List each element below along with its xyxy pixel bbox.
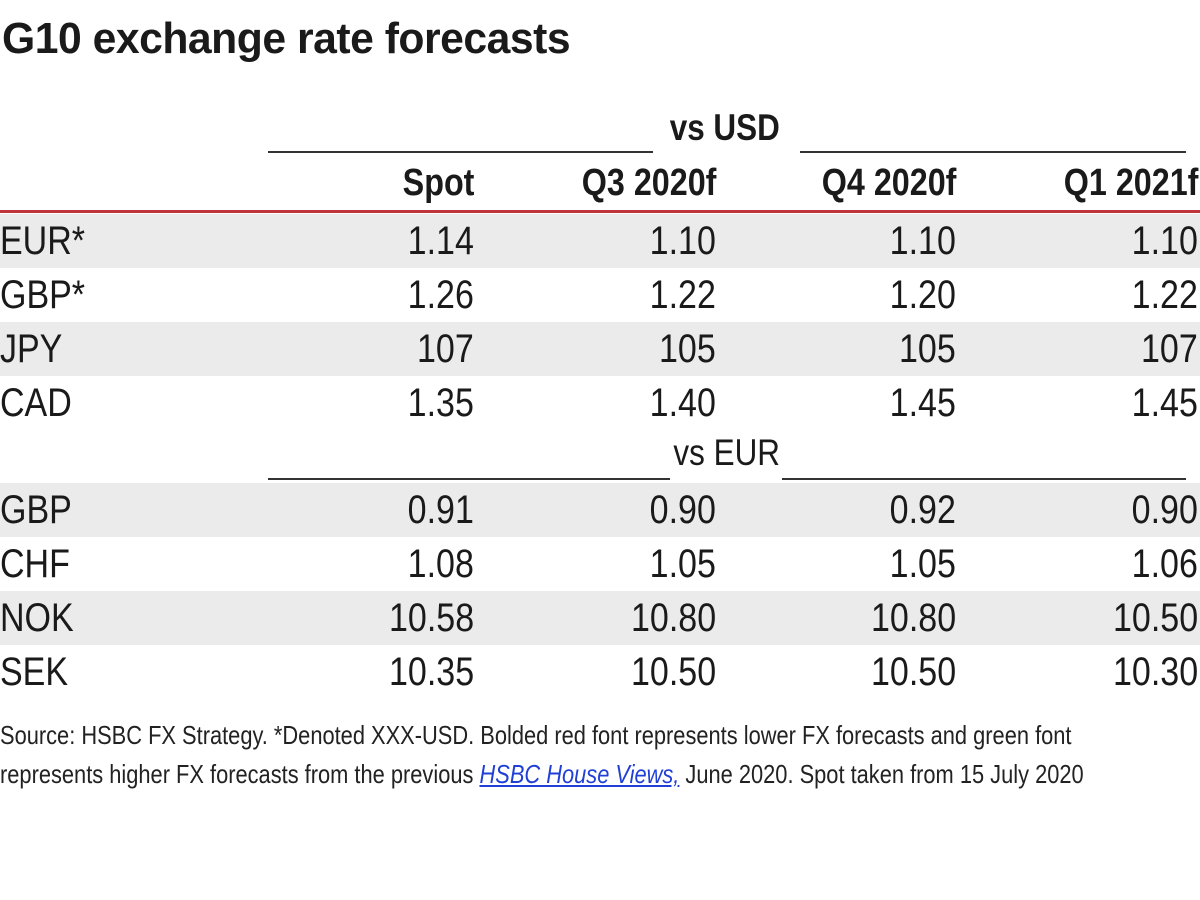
value-spot: 107 <box>417 327 474 371</box>
currency-label: NOK <box>0 596 74 640</box>
table-row: GBP* 1.26 1.22 1.20 1.22 <box>0 268 1200 322</box>
table-row: EUR* 1.14 1.10 1.10 1.10 <box>0 214 1200 268</box>
currency-label: SEK <box>0 650 69 694</box>
value-q1: 1.45 <box>1131 381 1198 425</box>
footnote-line-1: Source: HSBC FX Strategy. *Denoted XXX-U… <box>0 720 1072 750</box>
value-q3: 10.50 <box>630 650 716 694</box>
value-q4: 10.80 <box>870 596 956 640</box>
value-spot: 1.26 <box>407 273 474 317</box>
table-row: CHF 1.08 1.05 1.05 1.06 <box>0 537 1200 591</box>
value-q1: 1.06 <box>1131 542 1198 586</box>
value-spot: 10.35 <box>388 650 474 694</box>
value-q3: 0.90 <box>649 488 716 532</box>
footnote-text: June 2020. Spot taken from 15 July 2020 <box>679 759 1084 789</box>
value-q3: 1.40 <box>649 381 716 425</box>
value-spot: 1.35 <box>407 381 474 425</box>
value-spot: 10.58 <box>388 596 474 640</box>
group-line-left <box>268 151 653 153</box>
col-header-q1: Q1 2021f <box>1063 162 1198 204</box>
value-q4: 1.45 <box>889 381 956 425</box>
value-q3: 10.80 <box>630 596 716 640</box>
col-header-spot: Spot <box>402 162 474 204</box>
value-q4: 1.05 <box>889 542 956 586</box>
value-q1: 107 <box>1141 327 1198 371</box>
value-q1: 1.22 <box>1131 273 1198 317</box>
table-row: NOK 10.58 10.80 10.80 10.50 <box>0 591 1200 645</box>
value-q3: 105 <box>659 327 716 371</box>
table-row: SEK 10.35 10.50 10.50 10.30 <box>0 645 1200 699</box>
page-title: G10 exchange rate forecasts <box>2 14 571 63</box>
value-spot: 1.14 <box>407 219 474 263</box>
currency-label: GBP* <box>0 273 86 317</box>
value-q4: 1.20 <box>889 273 956 317</box>
footnote-line-2: represents higher FX forecasts from the … <box>0 756 1084 792</box>
group-label-eur: vs EUR <box>673 432 781 473</box>
value-q1: 10.30 <box>1112 650 1198 694</box>
hsbc-house-views-link[interactable]: HSBC House Views, <box>479 759 680 789</box>
value-q1: 10.50 <box>1112 596 1198 640</box>
table-row: JPY 107 105 105 107 <box>0 322 1200 376</box>
currency-label: JPY <box>0 327 63 371</box>
value-q1: 0.90 <box>1131 488 1198 532</box>
value-q3: 1.10 <box>649 219 716 263</box>
value-q4: 1.10 <box>889 219 956 263</box>
value-q1: 1.10 <box>1131 219 1198 263</box>
table-row: CAD 1.35 1.40 1.45 1.45 <box>0 376 1200 430</box>
value-q4: 0.92 <box>889 488 956 532</box>
group-line-left <box>268 478 670 480</box>
currency-label: CAD <box>0 381 72 425</box>
value-spot: 1.08 <box>407 542 474 586</box>
currency-label: GBP <box>0 488 72 532</box>
currency-label: EUR* <box>0 219 86 263</box>
value-spot: 0.91 <box>407 488 474 532</box>
col-header-q4: Q4 2020f <box>821 162 956 204</box>
value-q4: 105 <box>899 327 956 371</box>
col-header-q3: Q3 2020f <box>581 162 716 204</box>
group-line-right <box>782 478 1186 480</box>
group-label-usd: vs USD <box>669 107 780 148</box>
table-row: GBP 0.91 0.90 0.92 0.90 <box>0 483 1200 537</box>
header-rule <box>0 210 1200 213</box>
footnote-text: represents higher FX forecasts from the … <box>0 759 480 789</box>
group-line-right <box>800 151 1186 153</box>
value-q4: 10.50 <box>870 650 956 694</box>
currency-label: CHF <box>0 542 70 586</box>
value-q3: 1.05 <box>649 542 716 586</box>
value-q3: 1.22 <box>649 273 716 317</box>
